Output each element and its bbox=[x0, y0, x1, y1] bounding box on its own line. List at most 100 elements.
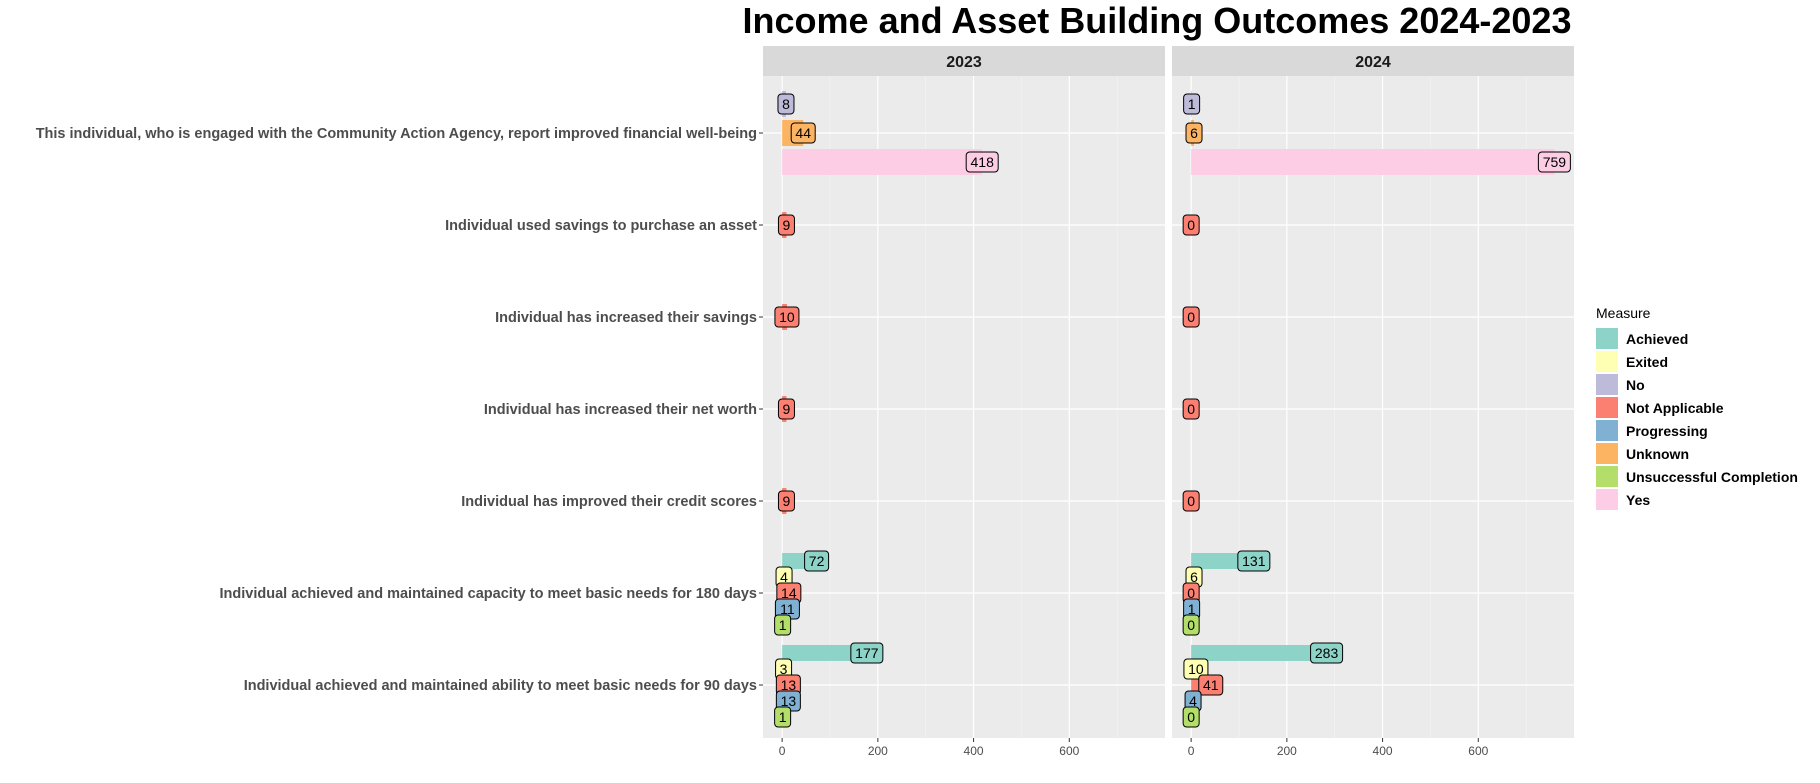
data-label-box bbox=[965, 151, 999, 173]
data-label: 9 bbox=[777, 490, 795, 512]
data-label-box bbox=[1182, 398, 1200, 420]
data-label: 0 bbox=[1182, 306, 1200, 328]
data-label-box bbox=[1182, 214, 1200, 236]
y-category-label: This individual, who is engaged with the… bbox=[36, 126, 757, 142]
legend-label: Unknown bbox=[1626, 446, 1689, 462]
panel-background bbox=[763, 76, 1165, 738]
legend-label: No bbox=[1626, 377, 1645, 393]
x-tick-label: 600 bbox=[1468, 744, 1488, 758]
data-label-text: 177 bbox=[855, 645, 879, 661]
bar-yes bbox=[782, 149, 983, 175]
legend-swatch bbox=[1596, 397, 1618, 418]
data-label: 131 bbox=[1237, 550, 1271, 572]
data-label: 3 bbox=[775, 658, 793, 680]
data-label: 9 bbox=[777, 398, 795, 420]
legend-label: Not Applicable bbox=[1626, 400, 1724, 416]
x-tick-label: 400 bbox=[1373, 744, 1393, 758]
legend-label: Achieved bbox=[1626, 331, 1688, 347]
data-label-text: 1 bbox=[1188, 601, 1196, 617]
legend-swatch bbox=[1596, 328, 1618, 349]
data-label-box bbox=[1182, 614, 1200, 636]
data-label-text: 10 bbox=[779, 309, 795, 325]
data-label-text: 0 bbox=[1187, 709, 1195, 725]
panel-strip bbox=[763, 46, 1165, 76]
y-category-label: Individual achieved and maintained capac… bbox=[220, 586, 758, 602]
data-label-text: 8 bbox=[782, 96, 790, 112]
bar-yes bbox=[1191, 149, 1555, 175]
data-label-text: 0 bbox=[1187, 493, 1195, 509]
panel-background bbox=[1172, 76, 1574, 738]
data-label-text: 9 bbox=[783, 493, 791, 509]
data-label-text: 9 bbox=[783, 401, 791, 417]
data-label-text: 13 bbox=[781, 677, 797, 693]
data-label-box bbox=[774, 614, 792, 636]
data-label-text: 0 bbox=[1187, 585, 1195, 601]
data-label-text: 44 bbox=[795, 125, 811, 141]
legend-label: Unsuccessful Completion bbox=[1626, 469, 1798, 485]
data-label: 177 bbox=[850, 642, 884, 664]
data-label-text: 10 bbox=[1188, 661, 1204, 677]
data-label: 10 bbox=[774, 306, 800, 328]
legend-item: Unsuccessful Completion bbox=[1596, 466, 1798, 487]
data-label-text: 759 bbox=[1543, 154, 1567, 170]
data-label-text: 4 bbox=[1189, 693, 1197, 709]
data-label: 6 bbox=[1185, 122, 1203, 144]
data-label-text: 1 bbox=[779, 617, 787, 633]
data-label-box bbox=[1198, 674, 1224, 696]
data-label-box bbox=[777, 93, 795, 115]
y-category-label: Individual achieved and maintained abili… bbox=[244, 678, 757, 694]
data-label-box bbox=[774, 306, 800, 328]
data-label: 9 bbox=[777, 214, 795, 236]
data-label: 0 bbox=[1182, 706, 1200, 728]
data-label-box bbox=[777, 490, 795, 512]
x-tick-label: 600 bbox=[1059, 744, 1079, 758]
data-label-text: 0 bbox=[1187, 617, 1195, 633]
data-label-box bbox=[777, 398, 795, 420]
data-label-text: 72 bbox=[809, 553, 825, 569]
x-tick-label: 0 bbox=[779, 744, 786, 758]
data-label: 0 bbox=[1182, 582, 1200, 604]
data-label: 0 bbox=[1182, 614, 1200, 636]
panel-strip bbox=[1172, 46, 1574, 76]
data-label: 1 bbox=[1183, 93, 1201, 115]
x-tick-label: 200 bbox=[868, 744, 888, 758]
data-label-box bbox=[1185, 122, 1203, 144]
legend-title: Measure bbox=[1596, 305, 1651, 321]
data-label-text: 11 bbox=[780, 601, 795, 617]
legend-item: No bbox=[1596, 374, 1645, 395]
data-label-text: 0 bbox=[1187, 309, 1195, 325]
data-label-box bbox=[1182, 706, 1200, 728]
data-label: 44 bbox=[790, 122, 816, 144]
data-label-text: 418 bbox=[971, 154, 995, 170]
data-label-text: 9 bbox=[783, 217, 791, 233]
legend-item: Achieved bbox=[1596, 328, 1688, 349]
data-label-box bbox=[1182, 490, 1200, 512]
data-label-text: 3 bbox=[780, 661, 788, 677]
data-label-box bbox=[1182, 306, 1200, 328]
legend-item: Exited bbox=[1596, 351, 1668, 372]
legend-swatch bbox=[1596, 443, 1618, 464]
x-tick-label: 400 bbox=[964, 744, 984, 758]
data-label-text: 6 bbox=[1190, 569, 1198, 585]
data-label-box bbox=[774, 706, 792, 728]
data-label: 0 bbox=[1182, 214, 1200, 236]
legend-swatch bbox=[1596, 374, 1618, 395]
data-label: 283 bbox=[1310, 642, 1344, 664]
data-label: 13 bbox=[775, 690, 801, 712]
data-label-text: 4 bbox=[780, 569, 788, 585]
data-label: 11 bbox=[774, 598, 800, 620]
data-label: 1 bbox=[774, 614, 792, 636]
data-label-text: 1 bbox=[779, 709, 787, 725]
data-label-text: 14 bbox=[781, 585, 797, 601]
data-label: 72 bbox=[804, 550, 830, 572]
legend-swatch bbox=[1596, 351, 1618, 372]
data-label: 759 bbox=[1537, 151, 1571, 173]
legend-label: Progressing bbox=[1626, 423, 1708, 439]
legend-swatch bbox=[1596, 420, 1618, 441]
x-tick-label: 200 bbox=[1277, 744, 1297, 758]
data-label: 13 bbox=[775, 674, 801, 696]
legend-item: Unknown bbox=[1596, 443, 1689, 464]
data-label-text: 6 bbox=[1190, 125, 1198, 141]
x-tick-label: 0 bbox=[1188, 744, 1195, 758]
